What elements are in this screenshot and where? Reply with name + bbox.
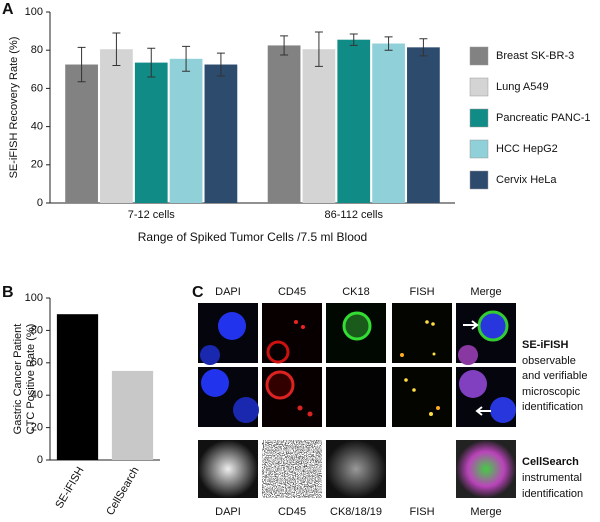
legend-swatch [469,139,489,159]
error-bar [112,32,121,66]
bar [65,64,98,204]
method-text: microscopic [522,386,581,398]
legend-swatch [469,170,489,190]
method-text: identification [522,488,583,500]
bar [169,58,203,203]
y-axis-label: CTC Positive Rate (%) [25,324,37,435]
error-bar [384,36,393,51]
legend-label: Pancreatic PANC-1 [496,112,591,124]
x-axis-label: Range of Spiked Tumor Cells /7.5 ml Bloo… [138,230,367,244]
panel-label: A [2,1,14,18]
error-bar [77,46,86,83]
y-axis-label: Gastric Cancer Patient [12,324,24,435]
y-tick-label: 20 [31,159,43,171]
bar [267,45,301,203]
error-bar [349,33,358,46]
legend-label: Cervix HeLa [496,174,557,186]
micrographs [198,303,516,498]
y-tick-label: 60 [31,82,43,94]
panel-label: B [2,284,14,301]
column-header: CK8/18/19 [330,506,382,518]
y-tick-label: 0 [37,454,43,466]
panel-c: C DAPI CD45 CK18 FISH Merge DAPI CD45 CK… [192,284,587,518]
column-header: CD45 [278,286,306,298]
method-title: CellSearch [522,456,579,468]
legend-swatch [469,46,489,66]
error-bar [182,45,191,72]
y-tick-label: 100 [25,292,43,304]
column-header: Merge [470,506,501,518]
x-tick-label: 86-112 cells [325,209,384,221]
column-header: FISH [409,506,434,518]
y-tick-label: 40 [31,121,43,133]
bar [204,64,238,204]
error-bar [419,38,428,57]
error-bar [147,47,156,78]
y-tick-label: 60 [31,357,43,369]
column-header: DAPI [215,506,241,518]
method-title: SE-iFISH [522,339,569,351]
method-text: identification [522,401,583,413]
y-tick-label: 100 [25,6,43,18]
y-tick-label: 20 [31,422,43,434]
y-tick-label: 80 [31,44,43,56]
column-header: Merge [470,286,501,298]
y-tick-label: 80 [31,324,43,336]
column-header: DAPI [215,286,241,298]
legend-label: Lung A549 [496,81,549,93]
method-text: and verifiable [522,370,587,382]
column-header: CD45 [278,506,306,518]
bar [134,62,168,203]
legend-swatch [469,108,489,128]
error-bar [280,35,289,56]
bar [56,314,99,460]
method-text: observable [522,355,576,367]
x-tick-label: CellSearch [104,465,141,518]
error-bar [216,52,225,77]
y-tick-label: 40 [31,389,43,401]
bar [407,47,440,204]
column-header: CK18 [342,286,370,298]
x-tick-label: 7-12 cells [128,209,176,221]
legend-label: HCC HepG2 [496,143,558,155]
bar [100,49,133,204]
bar [372,43,405,203]
legend-swatch [469,77,489,97]
method-text: instrumental [522,472,582,484]
x-tick-label: SE-iFISH [53,465,86,511]
y-tick-label: 0 [37,197,43,209]
panel-label: C [192,284,204,301]
y-axis-label: SE-iFISH Recovery Rate (%) [8,37,20,179]
error-bar [314,31,323,67]
bar [111,370,154,460]
bar [302,49,336,204]
legend-label: Breast SK-BR-3 [496,50,574,62]
column-header: FISH [409,286,434,298]
bar [337,39,371,203]
